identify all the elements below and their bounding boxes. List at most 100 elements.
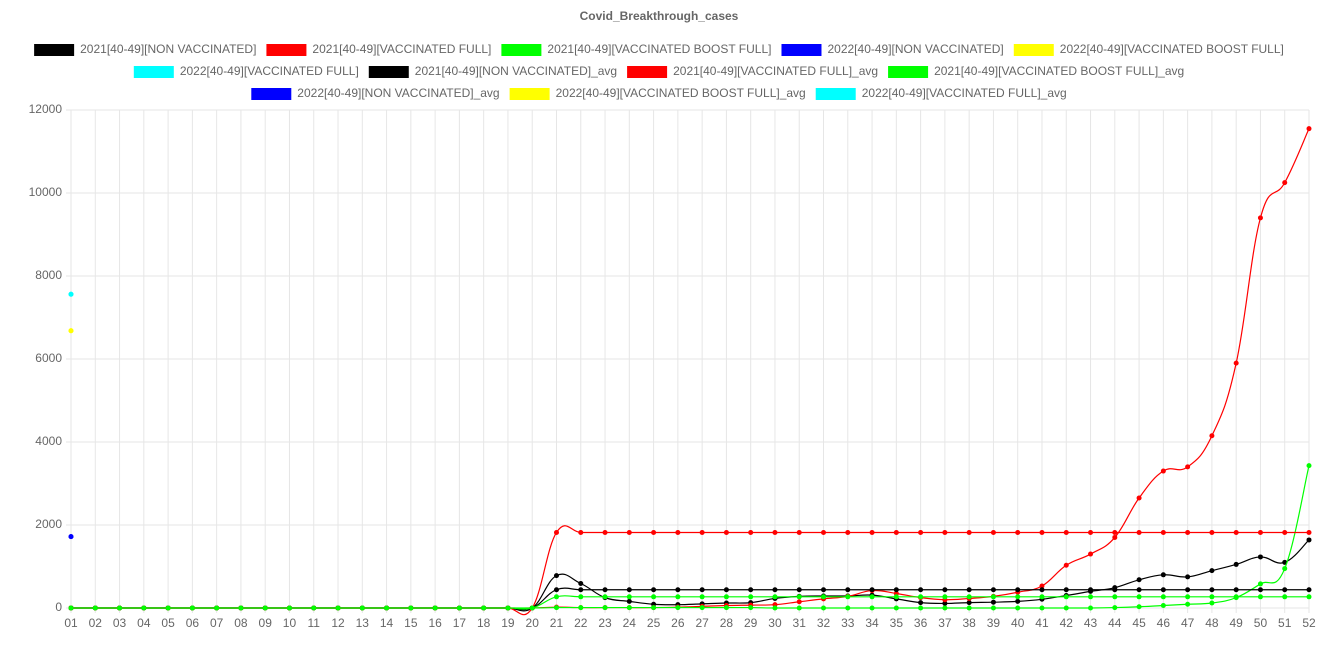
data-point <box>796 599 802 605</box>
legend-label: 2022[40-49][VACCINATED BOOST FULL]_avg <box>556 86 806 100</box>
data-point <box>1306 529 1312 535</box>
data-point <box>675 594 681 600</box>
x-tick-label: 12 <box>331 616 345 630</box>
data-point <box>408 605 414 611</box>
legend-swatch <box>34 44 75 56</box>
data-point <box>651 605 657 611</box>
data-point <box>1233 587 1239 593</box>
data-point <box>675 587 681 593</box>
data-point <box>1233 529 1239 535</box>
x-tick-label: 11 <box>308 616 321 630</box>
legend-item: 2022[40-49][VACCINATED BOOST FULL] <box>1013 42 1284 56</box>
data-point <box>1039 529 1045 535</box>
data-point <box>869 587 875 593</box>
data-point <box>1112 529 1118 535</box>
data-point <box>918 605 924 611</box>
data-point <box>1136 495 1142 501</box>
x-tick-label: 13 <box>356 616 370 630</box>
data-point <box>699 587 705 593</box>
data-point <box>1088 551 1094 557</box>
data-point <box>651 587 657 593</box>
x-tick-label: 08 <box>234 616 248 630</box>
data-point <box>966 605 972 611</box>
data-point <box>1136 594 1142 600</box>
data-point <box>1088 587 1094 593</box>
legend-label: 2022[40-49][NON VACCINATED]_avg <box>297 86 499 100</box>
y-tick-label: 2000 <box>35 517 62 531</box>
x-tick-label: 49 <box>1229 616 1243 630</box>
legend-label: 2022[40-49][NON VACCINATED] <box>827 42 1003 56</box>
data-point <box>505 605 511 611</box>
data-point <box>893 529 899 535</box>
data-point <box>1160 572 1166 578</box>
x-tick-label: 20 <box>526 616 540 630</box>
data-point <box>1039 605 1045 611</box>
legend-item: 2022[40-49][VACCINATED FULL]_avg <box>815 86 1067 100</box>
data-point <box>68 328 74 334</box>
data-point <box>1282 594 1288 600</box>
x-tick-label: 14 <box>380 616 394 630</box>
legend-item: 2021[40-49][NON VACCINATED]_avg <box>368 64 617 78</box>
data-point <box>1160 594 1166 600</box>
data-point <box>432 605 438 611</box>
data-point <box>990 605 996 611</box>
data-point <box>68 534 74 540</box>
legend-item: 2021[40-49][VACCINATED FULL] <box>266 42 491 56</box>
legend-swatch <box>815 88 856 100</box>
data-point <box>214 605 220 611</box>
data-point <box>359 605 365 611</box>
legend-item: 2021[40-49][VACCINATED FULL]_avg <box>627 64 878 78</box>
x-tick-label: 09 <box>259 616 273 630</box>
series-line <box>70 465 1310 609</box>
data-point <box>1209 529 1215 535</box>
x-tick-label: 07 <box>210 616 224 630</box>
y-tick-label: 8000 <box>35 268 62 282</box>
legend-swatch <box>501 44 542 56</box>
data-point <box>796 529 802 535</box>
data-point <box>1063 605 1069 611</box>
legend-swatch <box>251 88 292 100</box>
data-point <box>1160 529 1166 535</box>
data-point <box>1257 594 1263 600</box>
data-point <box>1185 464 1191 470</box>
data-point <box>1209 568 1215 574</box>
data-point <box>1039 594 1045 600</box>
data-point <box>1112 587 1118 593</box>
data-point <box>942 587 948 593</box>
x-tick-label: 45 <box>1132 616 1146 630</box>
data-point <box>772 594 778 600</box>
x-tick-label: 33 <box>841 616 855 630</box>
data-point <box>869 594 875 600</box>
x-tick-label: 18 <box>477 616 491 630</box>
legend-swatch <box>368 66 409 78</box>
legend-label: 2022[40-49][VACCINATED FULL] <box>180 64 359 78</box>
legend-item: 2021[40-49][NON VACCINATED] <box>34 42 256 56</box>
x-tick-label: 37 <box>938 616 952 630</box>
data-point <box>1306 463 1312 469</box>
legend-label: 2021[40-49][NON VACCINATED] <box>80 42 256 56</box>
data-point <box>1185 594 1191 600</box>
data-point <box>1306 537 1312 543</box>
data-point <box>578 605 584 611</box>
data-point <box>117 605 123 611</box>
data-point <box>1063 529 1069 535</box>
legend-swatch <box>781 44 822 56</box>
data-point <box>626 605 632 611</box>
data-point <box>1088 594 1094 600</box>
data-point <box>1306 587 1312 593</box>
data-point <box>1063 594 1069 600</box>
y-tick-label: 4000 <box>35 434 62 448</box>
legend-swatch <box>133 66 174 78</box>
data-point <box>578 594 584 600</box>
x-tick-label: 17 <box>453 616 467 630</box>
data-point <box>1015 605 1021 611</box>
data-point <box>1015 598 1021 604</box>
data-point <box>1160 603 1166 609</box>
data-point <box>1282 587 1288 593</box>
data-point <box>723 587 729 593</box>
data-point <box>553 529 559 535</box>
legend-label: 2021[40-49][NON VACCINATED]_avg <box>415 64 617 78</box>
data-point <box>869 529 875 535</box>
data-point <box>1257 529 1263 535</box>
legend-label: 2021[40-49][VACCINATED BOOST FULL]_avg <box>934 64 1184 78</box>
